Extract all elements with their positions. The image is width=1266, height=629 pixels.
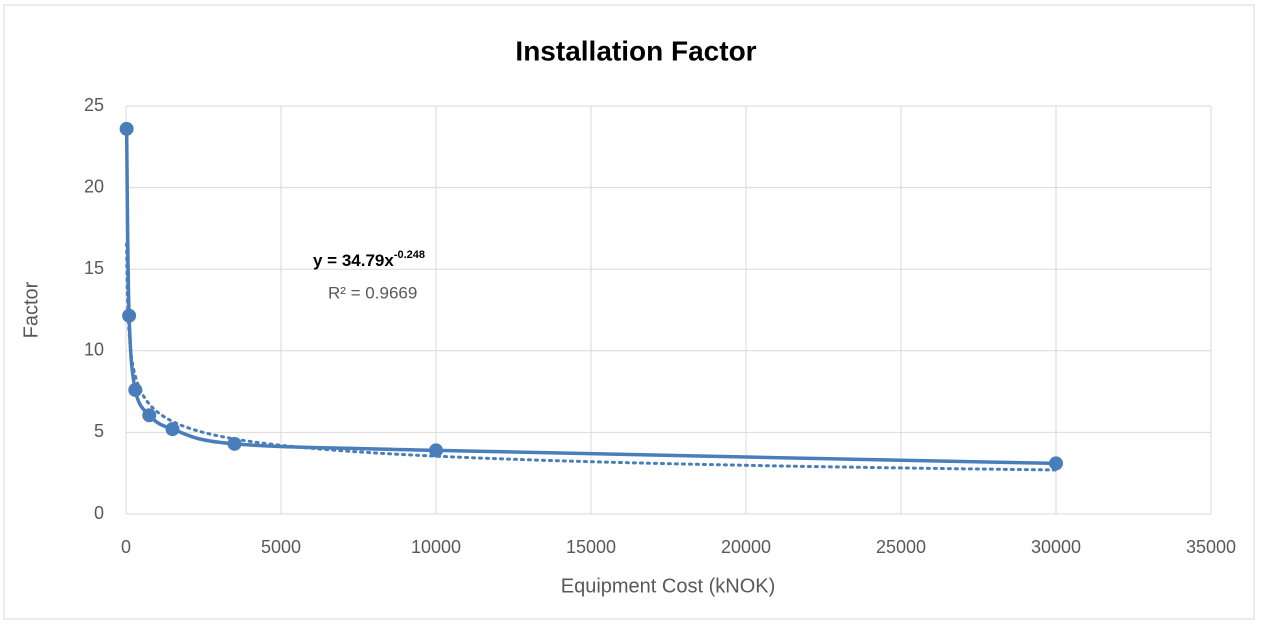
x-tick-label: 10000 [411, 537, 461, 557]
x-tick-label: 0 [121, 537, 131, 557]
x-tick-label: 15000 [566, 537, 616, 557]
data-point [119, 121, 134, 136]
data-point [122, 308, 137, 323]
y-axis-label: Factor [20, 281, 42, 338]
y-tick-label: 0 [94, 503, 104, 523]
trendline-r2: R² = 0.9669 [328, 283, 417, 302]
y-tick-label: 15 [84, 258, 104, 278]
x-axis-label: Equipment Cost (kNOK) [561, 575, 776, 597]
data-point [1049, 456, 1063, 471]
y-tick-label: 10 [84, 340, 104, 360]
chart-border [3, 4, 1255, 620]
y-tick-label: 20 [84, 176, 104, 196]
x-tick-label: 35000 [1186, 537, 1236, 557]
trendline-equation: y = 34.79x-0.248 [313, 249, 425, 271]
x-tick-label: 5000 [261, 537, 301, 557]
y-tick-label: 5 [94, 421, 104, 441]
data-point [227, 436, 242, 451]
data-point [165, 422, 180, 437]
trendline-equation-exponent: -0.248 [394, 249, 425, 261]
chart-title: Installation Factor [515, 35, 756, 66]
x-tick-label: 30000 [1031, 537, 1081, 557]
data-point [142, 408, 157, 423]
data-point [128, 382, 143, 397]
data-point [429, 443, 443, 458]
x-tick-label: 20000 [721, 537, 771, 557]
trendline-equation-base: y = 34.79x [313, 251, 394, 270]
y-tick-label: 25 [84, 95, 104, 115]
x-tick-label: 25000 [876, 537, 926, 557]
